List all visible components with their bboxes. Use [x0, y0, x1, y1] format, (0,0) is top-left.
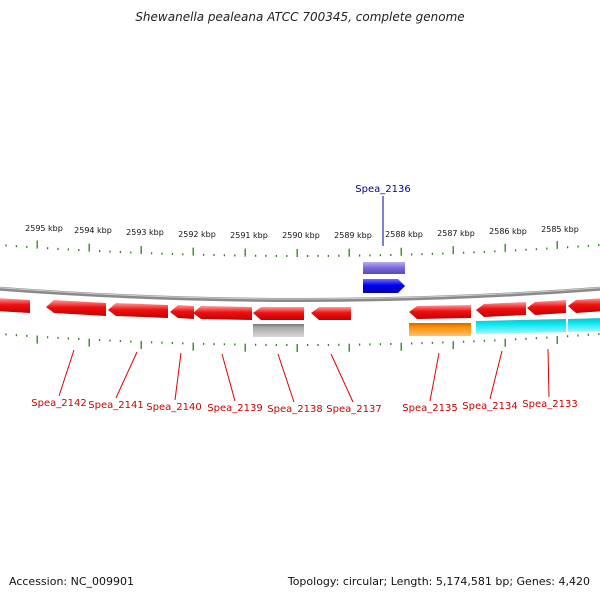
leader-line [489, 350, 503, 400]
gene-label-spea-2133[interactable]: Spea_2133 [522, 399, 577, 410]
label-leaders [58, 348, 550, 403]
feature-block-cyan-2[interactable] [568, 318, 600, 332]
gene-label-spea-2138[interactable]: Spea_2138 [267, 404, 322, 415]
ruler-label: 2590 kbp [282, 231, 320, 240]
gene-label-spea-2135[interactable]: Spea_2135 [402, 403, 457, 414]
gene-label-spea-2140[interactable]: Spea_2140 [146, 402, 201, 413]
genome-backbone [0, 286, 600, 302]
ruler-label: 2591 kbp [230, 231, 268, 240]
gene-arrow-spea-2138[interactable] [193, 306, 252, 320]
leader-line [58, 349, 75, 397]
ruler-label: 2594 kbp [74, 226, 112, 235]
leader-line [429, 352, 440, 402]
ruler-label: 2587 kbp [437, 229, 475, 238]
outer-ruler-ticks [5, 240, 600, 257]
gene-label-spea-2141[interactable]: Spea_2141 [88, 400, 143, 411]
ruler-label: 2593 kbp [126, 228, 164, 237]
gene-label-spea-2137[interactable]: Spea_2137 [326, 404, 381, 415]
feature-block-cyan[interactable] [476, 319, 566, 334]
map-title: Shewanella pealeana ATCC 700345, complet… [135, 10, 465, 24]
genome-backbone-highlight [0, 287, 600, 300]
gene-label-spea-2139[interactable]: Spea_2139 [207, 403, 262, 414]
gene-arrow-spea-2141[interactable] [46, 300, 106, 316]
gene-arrow-spea-2137[interactable] [253, 307, 304, 320]
feature-block-orange[interactable] [409, 323, 471, 336]
gene-arrow-spea-2139[interactable] [170, 305, 194, 319]
genome-summary: Topology: circular; Length: 5,174,581 bp… [287, 575, 590, 588]
leader-line [221, 353, 236, 402]
ruler-label: 2589 kbp [334, 231, 372, 240]
gene-labels: Spea_2136 Spea_2142 Spea_2141 Spea_2140 … [31, 184, 577, 415]
gene-label-spea-2136[interactable]: Spea_2136 [355, 184, 410, 195]
ruler-label: 2586 kbp [489, 227, 527, 236]
leader-line [115, 351, 138, 399]
feature-block-purple[interactable] [363, 262, 405, 274]
reverse-strand-genes [0, 298, 600, 320]
leader-line [277, 353, 295, 403]
gene-arrow-spea-2136[interactable] [363, 279, 405, 293]
gene-arrow-spea-2134[interactable] [476, 302, 526, 317]
ruler-label: 2588 kbp [385, 230, 423, 239]
gene-arrow-spea-2133a[interactable] [527, 300, 566, 315]
gene-arrow-spea-2136-rev[interactable] [311, 307, 351, 320]
accession-label: Accession: NC_009901 [9, 575, 135, 588]
gene-arrow-spea-2142[interactable] [0, 298, 30, 313]
gene-label-spea-2142[interactable]: Spea_2142 [31, 398, 86, 409]
ruler-label: 2585 kbp [541, 225, 579, 234]
gene-arrow-spea-2133b[interactable] [568, 298, 600, 313]
gene-label-spea-2134[interactable]: Spea_2134 [462, 401, 517, 412]
leader-line [547, 348, 550, 398]
gene-arrow-spea-2135[interactable] [409, 305, 471, 319]
leader-line [174, 352, 182, 401]
ruler-labels: 2595 kbp 2594 kbp 2593 kbp 2592 kbp 2591… [25, 224, 579, 240]
inner-ruler-ticks [5, 333, 600, 352]
ruler-label: 2592 kbp [178, 230, 216, 239]
gene-arrow-spea-2140[interactable] [108, 303, 168, 318]
ruler-label: 2595 kbp [25, 224, 63, 233]
feature-block-gray[interactable] [253, 324, 304, 337]
leader-line [330, 353, 354, 403]
